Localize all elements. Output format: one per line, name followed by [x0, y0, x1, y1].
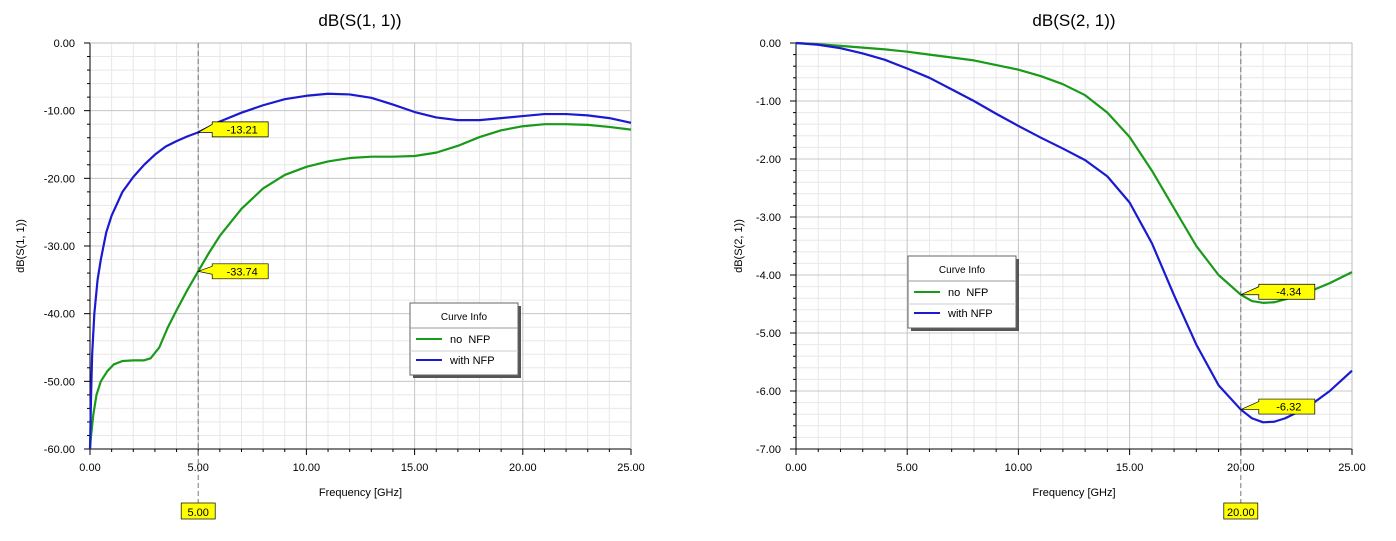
y-tick-label: -50.00 [44, 376, 75, 388]
chart-2: dB(S(2, 1)) 0.00 5.00 10.00 15.00 20.00 25.00 0… [733, 11, 1366, 520]
marker-value-flag[interactable]: -4.34 [1240, 283, 1316, 300]
marker-value-flag[interactable]: -33.74 [196, 263, 269, 280]
y-axis-label: dB(S(2, 1)) [733, 219, 745, 273]
y-tick-label: -20.00 [44, 173, 75, 185]
plot-area [796, 43, 1352, 449]
legend-entry-label: with NFP [947, 308, 993, 320]
y-tick-label: -60.00 [44, 444, 75, 456]
y-tick-label: -3.00 [756, 212, 781, 224]
marker-value-label: -33.74 [227, 266, 258, 278]
x-tick-label: 0.00 [79, 462, 100, 474]
marker-x-label: 20.00 [1227, 507, 1255, 519]
legend[interactable]: Curve Info no NFP with NFP [409, 302, 521, 378]
legend-entry-label: with NFP [449, 355, 495, 367]
legend-entry-label: no NFP [948, 287, 988, 299]
x-axis-label: Frequency [GHz] [319, 487, 402, 499]
x-tick-label: 0.00 [785, 462, 806, 474]
marker-value-label: -13.21 [227, 124, 258, 136]
x-tick-label: 25.00 [1338, 462, 1366, 474]
marker-value-label: -4.34 [1276, 287, 1301, 299]
marker-value-flag[interactable]: -6.32 [1240, 398, 1316, 415]
x-tick-label: 15.00 [1116, 462, 1144, 474]
y-tick-label: -6.00 [756, 386, 781, 398]
y-tick-label: 0.00 [54, 38, 75, 50]
legend-title: Curve Info [939, 265, 986, 276]
marker-x-flag-box [180, 502, 216, 520]
marker-value-label: -6.32 [1276, 402, 1301, 414]
marker-flag-shape [196, 263, 269, 280]
y-tick-label: -7.00 [756, 444, 781, 456]
chart-title: dB(S(1, 1)) [318, 11, 401, 30]
y-tick-label: -2.00 [756, 154, 781, 166]
x-tick-label: 20.00 [509, 462, 537, 474]
legend-entry-label: no NFP [450, 334, 490, 346]
series-line-no-nfp [88, 123, 632, 450]
legend[interactable]: Curve Info no NFP with NFP [907, 255, 1019, 331]
y-tick-label: -40.00 [44, 309, 75, 321]
x-tick-label: 5.00 [896, 462, 917, 474]
marker-x-flag[interactable]: 5.00 [180, 502, 216, 520]
y-tick-label: -30.00 [44, 241, 75, 253]
marker-flag-shape [1240, 398, 1316, 415]
series-line-with-nfp [795, 41, 1353, 424]
x-tick-label: 15.00 [401, 462, 429, 474]
marker-flag-shape [1240, 283, 1316, 300]
marker-x-flag[interactable]: 20.00 [1223, 502, 1259, 520]
y-axis-label: dB(S(1, 1)) [15, 219, 27, 273]
marker-x-label: 5.00 [187, 507, 208, 519]
marker-value-flag[interactable]: -13.21 [196, 121, 269, 138]
legend-title: Curve Info [441, 312, 488, 323]
chart-1: dB(S(1, 1)) 0.00 5.00 10.00 15.00 20.00 25.00 0… [15, 11, 645, 520]
y-tick-label: -5.00 [756, 328, 781, 340]
series-line-with-nfp [88, 92, 632, 450]
series-line-no-nfp [795, 41, 1353, 304]
y-tick-label: -10.00 [44, 106, 75, 118]
x-axis-label: Frequency [GHz] [1032, 487, 1115, 499]
marker-x-flag-box [1223, 502, 1259, 520]
y-tick-label: 0.00 [760, 38, 781, 50]
x-tick-label: 25.00 [617, 462, 645, 474]
x-tick-label: 10.00 [293, 462, 321, 474]
marker-flag-shape [196, 121, 269, 138]
y-tick-label: -1.00 [756, 96, 781, 108]
x-tick-label: 10.00 [1005, 462, 1033, 474]
chart-title: dB(S(2, 1)) [1032, 11, 1115, 30]
y-tick-label: -4.00 [756, 270, 781, 282]
